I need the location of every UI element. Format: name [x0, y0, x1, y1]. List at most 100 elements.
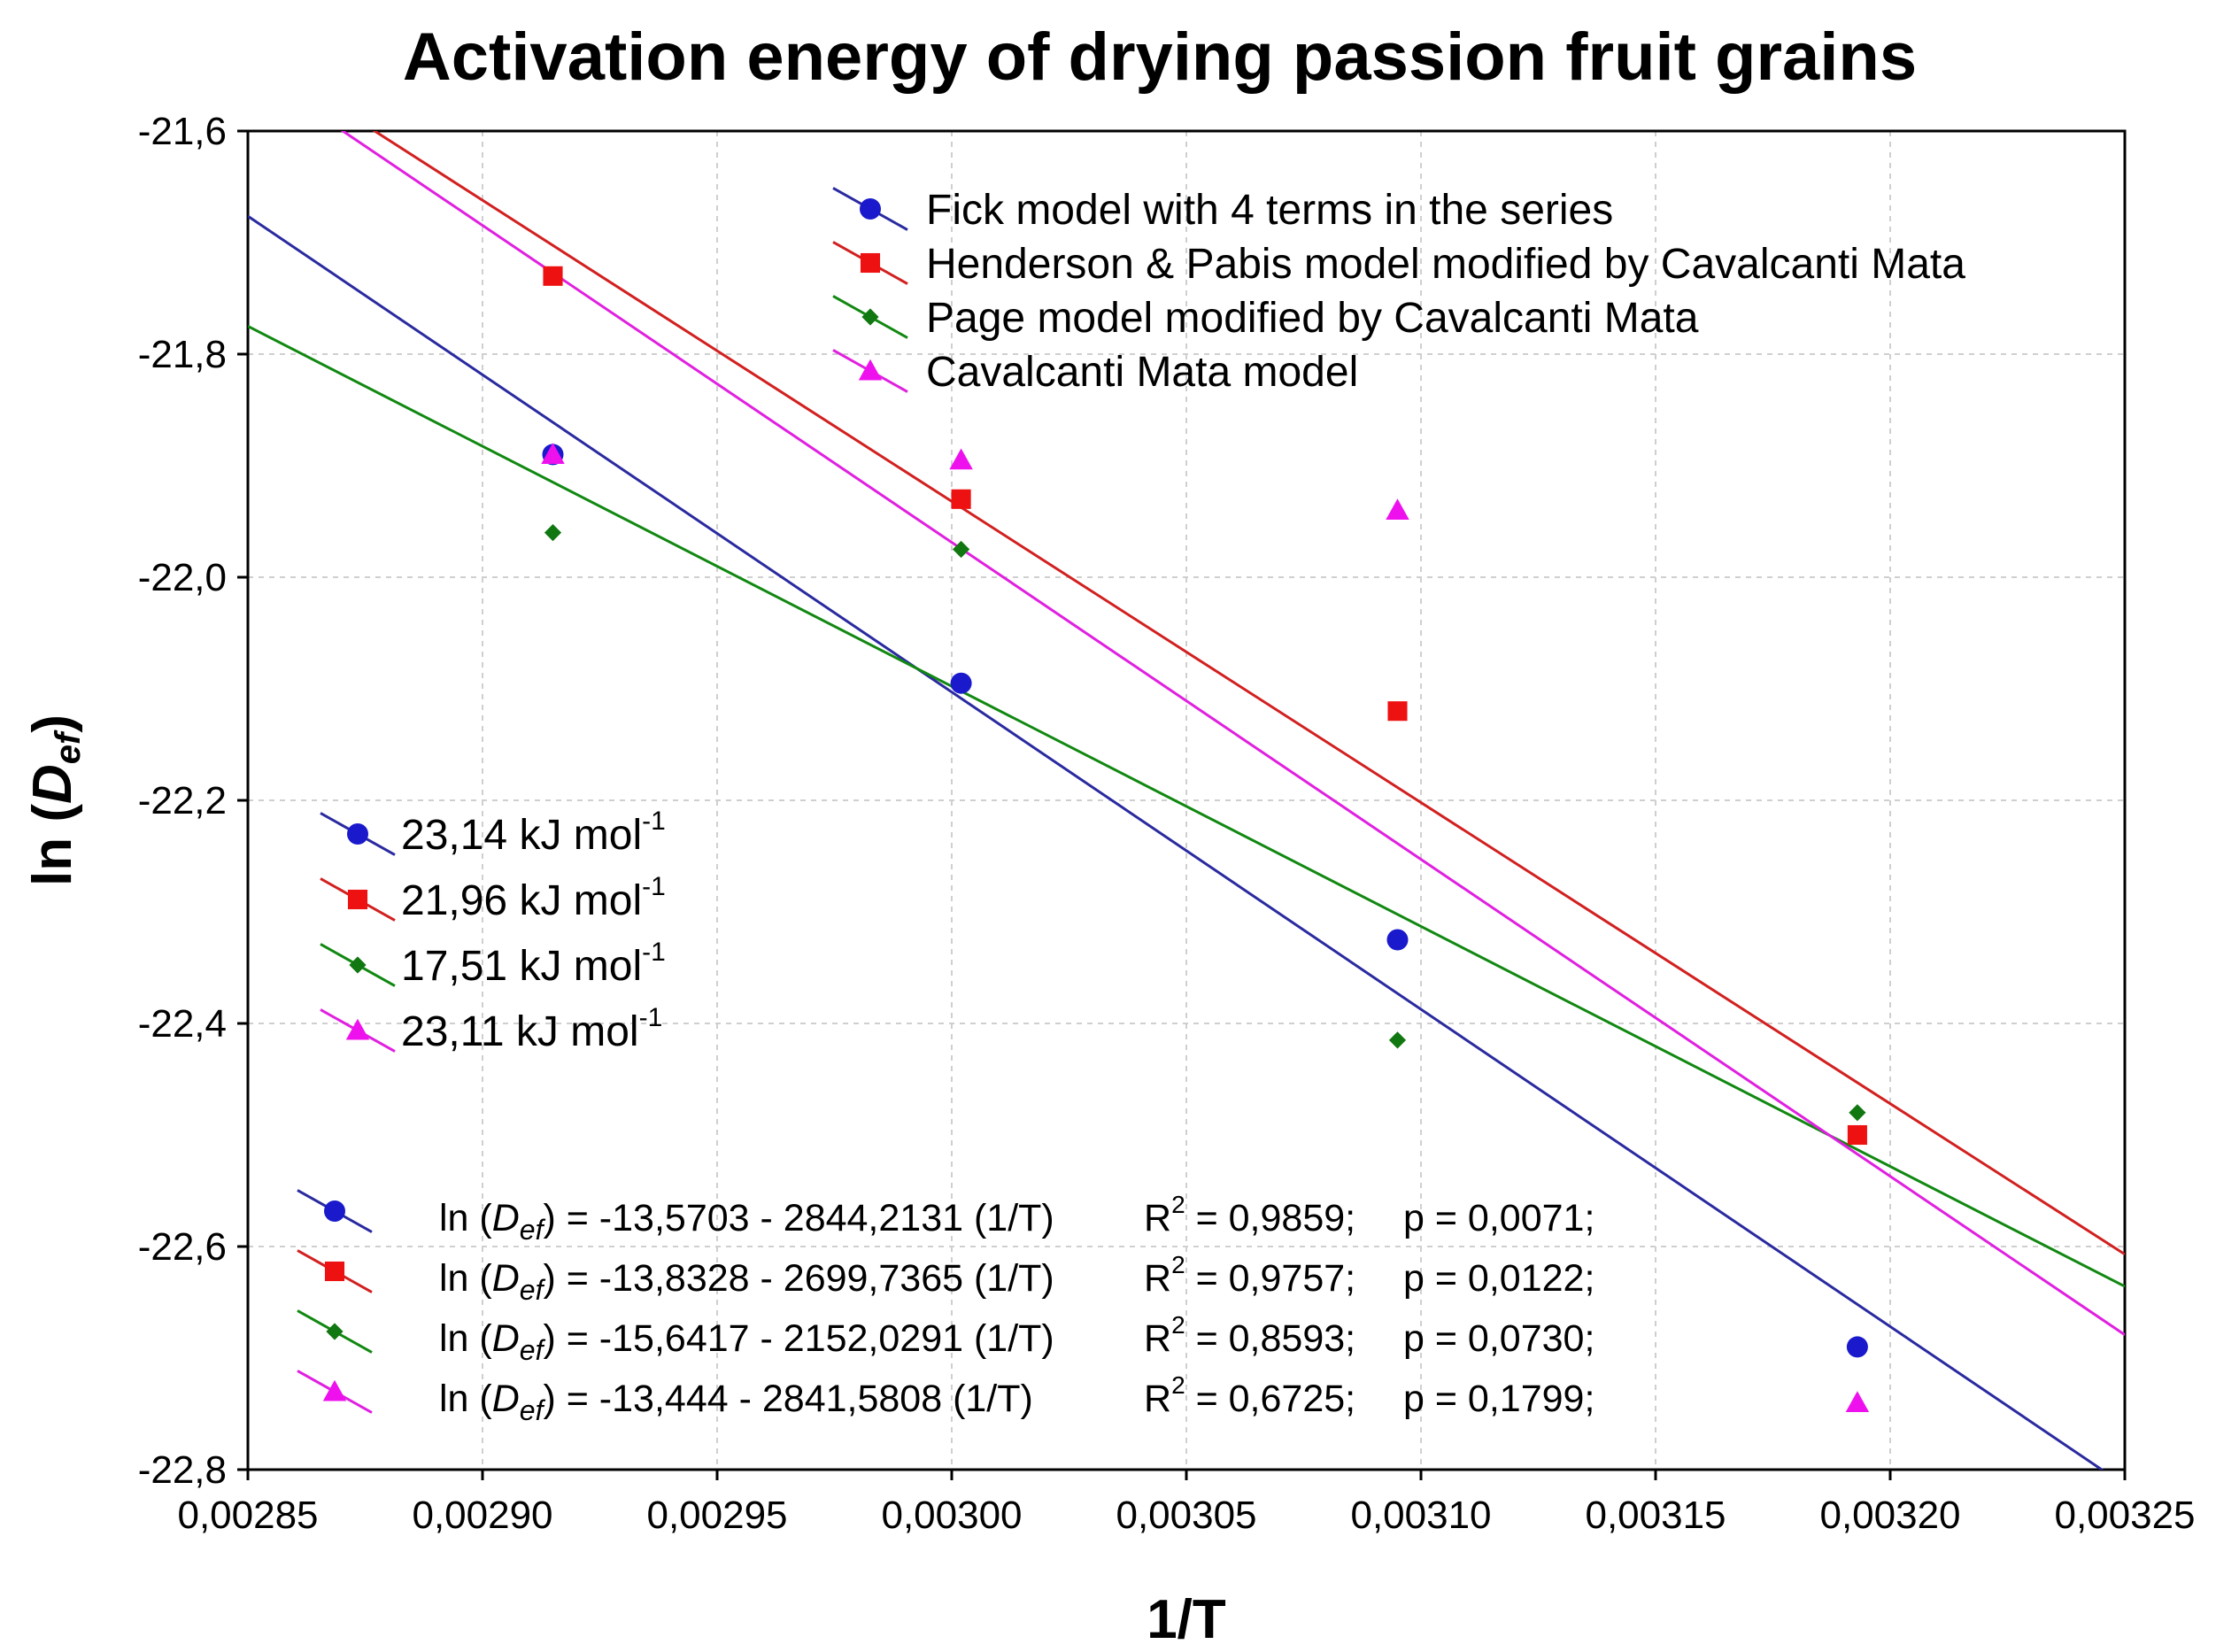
fit-line	[372, 131, 2125, 1256]
unit-superscript: -1	[642, 872, 666, 901]
r-squared: R2 = 0,8593;	[1144, 1311, 1355, 1360]
x-tick-label: 0,00325	[2054, 1494, 2195, 1537]
y-axis-title-prefix: ln (	[22, 804, 83, 886]
x-tick-label: 0,00290	[412, 1494, 552, 1537]
legend-equations: ln (Def) = -13,5703 - 2844,2131 (1/T) R2 …	[297, 1189, 1594, 1426]
legend-label: Henderson & Pabis model modified by Cava…	[926, 241, 1965, 288]
data-point	[1386, 929, 1409, 951]
r-squared-superscript: 2	[1171, 1251, 1185, 1278]
data-point	[1846, 1336, 1868, 1358]
y-axis-ticks: -21,6 -21,8 -22,0 -22,2 -22,4 -22,6 -22,8	[138, 110, 248, 1492]
legend-key-marker	[324, 1200, 345, 1222]
y-tick-label: -22,2	[138, 779, 227, 822]
p-value: p = 0,0071;	[1403, 1197, 1594, 1239]
legend-activation-energy: 23,14 kJ mol-121,96 kJ mol-117,51 kJ mol…	[320, 807, 666, 1055]
data-markers	[541, 266, 1870, 1412]
activation-energy-value: 17,51 kJ mol	[401, 943, 642, 990]
legend-key-marker	[860, 198, 881, 220]
legend-key-marker	[347, 889, 368, 910]
activation-energy-value: 23,11 kJ mol	[401, 1008, 639, 1055]
equation-var: D	[492, 1257, 520, 1300]
data-point	[1387, 701, 1408, 722]
r-squared-value: = 0,9757;	[1185, 1257, 1355, 1300]
equation-prefix: ln (	[439, 1257, 492, 1300]
r-squared-value: = 0,6725;	[1185, 1378, 1355, 1420]
x-tick-label: 0,00300	[881, 1494, 1022, 1537]
p-value: p = 0,0730;	[1403, 1317, 1594, 1360]
equation-var: D	[492, 1317, 520, 1360]
data-point	[1845, 1391, 1870, 1412]
r-squared-label: R	[1144, 1378, 1171, 1420]
r-squared-label: R	[1144, 1257, 1171, 1300]
equation-prefix: ln (	[439, 1197, 492, 1239]
data-point	[544, 524, 562, 542]
x-tick-label: 0,00305	[1116, 1494, 1256, 1537]
legend-key-marker	[858, 359, 883, 381]
x-tick-label: 0,00320	[1819, 1494, 1960, 1537]
fit-line	[248, 325, 2125, 1288]
legend-key-marker	[349, 956, 367, 974]
data-point	[950, 672, 972, 694]
regression-equation: ln (Def) = -13,8328 - 2699,7365 (1/T)	[439, 1257, 1054, 1306]
data-point	[543, 266, 563, 286]
legend-key-marker	[860, 252, 881, 274]
equation-sub: ef	[520, 1394, 546, 1426]
legend-label: Fick model with 4 terms in the series	[926, 187, 1613, 234]
p-value: p = 0,0122;	[1403, 1257, 1594, 1300]
regression-equation: ln (Def) = -15,6417 - 2152,0291 (1/T)	[439, 1317, 1054, 1366]
r-squared-value: = 0,9859;	[1185, 1197, 1355, 1239]
y-tick-label: -22,8	[138, 1448, 227, 1492]
equation-body: ) = -13,444 - 2841,5808 (1/T)	[543, 1378, 1032, 1420]
r-squared-superscript: 2	[1171, 1191, 1185, 1218]
regression-equation: ln (Def) = -13,5703 - 2844,2131 (1/T)	[439, 1197, 1054, 1246]
legend-label: Page model modified by Cavalcanti Mata	[926, 295, 1699, 342]
x-axis-title: 1/T	[1147, 1589, 1226, 1650]
r-squared-label: R	[1144, 1317, 1171, 1360]
legend-key-marker	[322, 1379, 347, 1401]
y-tick-label: -22,4	[138, 1002, 227, 1046]
unit-superscript: -1	[642, 938, 666, 967]
r-squared-superscript: 2	[1171, 1371, 1185, 1399]
p-value: p = 0,1799;	[1403, 1378, 1594, 1420]
equation-body: ) = -13,8328 - 2699,7365 (1/T)	[543, 1257, 1054, 1300]
data-point	[541, 443, 565, 464]
data-point	[1849, 1104, 1866, 1122]
data-point	[1847, 1124, 1867, 1146]
equation-sub: ef	[520, 1214, 546, 1246]
x-tick-label: 0,00285	[177, 1494, 318, 1537]
r-squared: R2 = 0,9859;	[1144, 1191, 1355, 1239]
equation-prefix: ln (	[439, 1317, 492, 1360]
grid-layer	[248, 131, 2125, 1470]
y-tick-label: -21,6	[138, 110, 227, 153]
equation-sub: ef	[520, 1274, 546, 1306]
y-tick-label: -21,8	[138, 333, 227, 376]
y-axis-title: ln (Def)	[22, 714, 88, 886]
regression-equation: ln (Def) = -13,444 - 2841,5808 (1/T)	[439, 1378, 1033, 1426]
equation-var: D	[492, 1197, 520, 1239]
r-squared: R2 = 0,9757;	[1144, 1251, 1355, 1300]
unit-superscript: -1	[642, 807, 666, 836]
x-tick-label: 0,00310	[1350, 1494, 1491, 1537]
y-axis-title-sub: ef	[49, 730, 88, 764]
r-squared: R2 = 0,6725;	[1144, 1371, 1355, 1420]
y-axis-title-suffix: )	[22, 714, 83, 733]
legend-key-marker	[861, 308, 879, 326]
activation-energy-label: 23,11 kJ mol-1	[401, 1003, 662, 1055]
data-point	[949, 448, 973, 470]
x-tick-label: 0,00295	[646, 1494, 787, 1537]
unit-superscript: -1	[639, 1003, 663, 1032]
data-point	[1388, 1031, 1407, 1049]
fit-line	[248, 214, 2104, 1470]
x-axis-ticks: 0,00285 0,00290 0,00295 0,00300 0,00305 0,003…	[177, 1470, 2196, 1537]
equation-prefix: ln (	[439, 1378, 492, 1420]
legend-label: Cavalcanti Mata model	[926, 349, 1358, 396]
legend-key-marker	[345, 1018, 370, 1040]
legend-key-marker	[347, 823, 368, 845]
data-point	[951, 489, 971, 509]
equation-sub: ef	[520, 1334, 546, 1366]
activation-energy-value: 21,96 kJ mol	[401, 877, 642, 924]
activation-energy-label: 17,51 kJ mol-1	[401, 938, 666, 990]
activation-energy-label: 23,14 kJ mol-1	[401, 807, 666, 859]
y-tick-label: -22,6	[138, 1225, 227, 1269]
